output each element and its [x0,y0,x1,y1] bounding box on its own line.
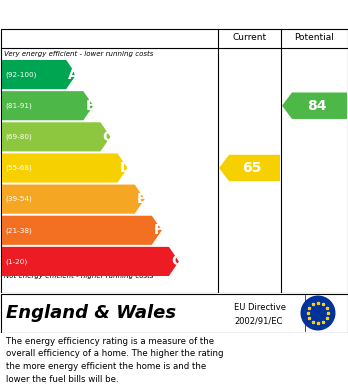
Text: Energy Efficiency Rating: Energy Efficiency Rating [69,7,279,22]
Text: (81-91): (81-91) [5,102,32,109]
Text: EU Directive: EU Directive [234,303,286,312]
Text: (1-20): (1-20) [5,258,27,265]
Text: 65: 65 [242,161,262,175]
Text: Current: Current [232,34,267,43]
Text: C: C [102,130,113,144]
Polygon shape [282,93,347,119]
Text: F: F [154,223,163,237]
Polygon shape [2,153,128,183]
Text: (92-100): (92-100) [5,71,37,78]
Text: Very energy efficient - lower running costs: Very energy efficient - lower running co… [4,51,153,57]
Polygon shape [2,122,110,151]
Text: G: G [171,255,182,269]
Text: D: D [120,161,131,175]
Text: (21-38): (21-38) [5,227,32,233]
Circle shape [301,296,335,330]
Text: (55-68): (55-68) [5,165,32,171]
Polygon shape [2,185,145,214]
Polygon shape [2,91,93,120]
Text: England & Wales: England & Wales [6,304,176,322]
Polygon shape [2,216,162,245]
Text: (69-80): (69-80) [5,134,32,140]
Text: The energy efficiency rating is a measure of the
overall efficiency of a home. T: The energy efficiency rating is a measur… [6,337,223,384]
Polygon shape [219,155,280,181]
Polygon shape [2,247,179,276]
Text: Not energy efficient - higher running costs: Not energy efficient - higher running co… [4,273,153,279]
Text: B: B [85,99,96,113]
Polygon shape [2,60,76,89]
Text: E: E [137,192,146,206]
Text: Potential: Potential [294,34,334,43]
Text: (39-54): (39-54) [5,196,32,203]
Text: A: A [68,68,79,82]
Text: 2002/91/EC: 2002/91/EC [234,316,282,325]
Text: 84: 84 [307,99,327,113]
